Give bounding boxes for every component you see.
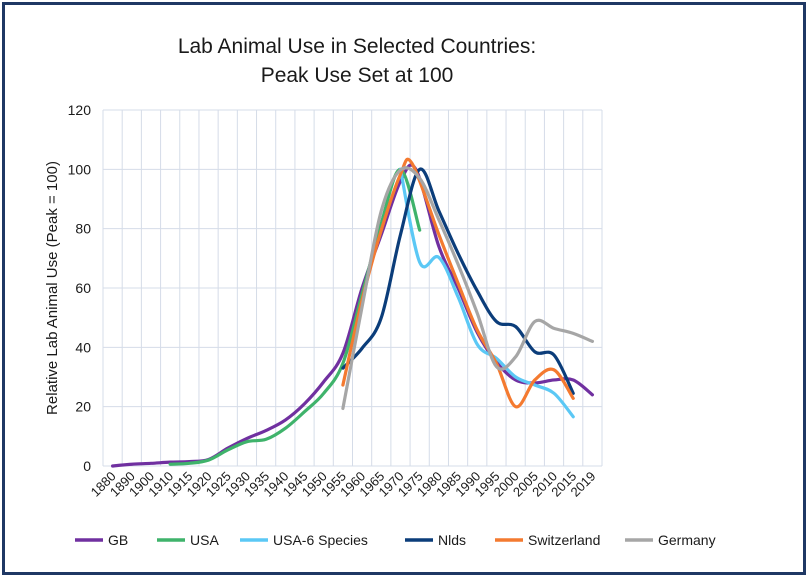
legend-label-gb: GB xyxy=(108,532,128,548)
legend-label-nlds: Nlds xyxy=(438,532,466,548)
series-lines xyxy=(110,157,595,468)
series-line-germany xyxy=(341,166,595,411)
chart-title-line-2: Peak Use Set at 100 xyxy=(261,64,454,87)
legend-label-usa-6-species: USA-6 Species xyxy=(273,532,368,548)
series-line-usa-6-species xyxy=(398,167,575,419)
y-tick-label: 20 xyxy=(75,399,91,415)
series-line-nlds xyxy=(341,167,575,395)
y-tick-label: 60 xyxy=(75,280,91,296)
y-tick-label: 100 xyxy=(68,161,92,177)
legend-label-germany: Germany xyxy=(658,532,716,548)
x-tick-labels: 1880189019001910191519201925193019351940… xyxy=(88,469,599,500)
y-tick-label: 0 xyxy=(83,458,91,474)
gridlines xyxy=(102,109,603,467)
series-line-gb xyxy=(110,163,595,468)
y-axis-label: Relative Lab Animal Use (Peak = 100) xyxy=(44,161,61,415)
y-tick-label: 40 xyxy=(75,339,91,355)
legend-label-switzerland: Switzerland xyxy=(528,532,600,548)
y-tick-label: 80 xyxy=(75,221,91,237)
series-line-usa xyxy=(168,167,422,466)
legend: GB USA USA-6 Species Nlds Switzerland Germany xyxy=(75,532,716,548)
legend-label-usa: USA xyxy=(190,532,219,548)
chart-title-line-1: Lab Animal Use in Selected Countries: xyxy=(178,35,536,58)
series-line-switzerland xyxy=(341,157,575,409)
y-tick-labels: 0 20 40 60 80 100 120 xyxy=(68,102,92,474)
y-tick-label: 120 xyxy=(68,102,92,118)
